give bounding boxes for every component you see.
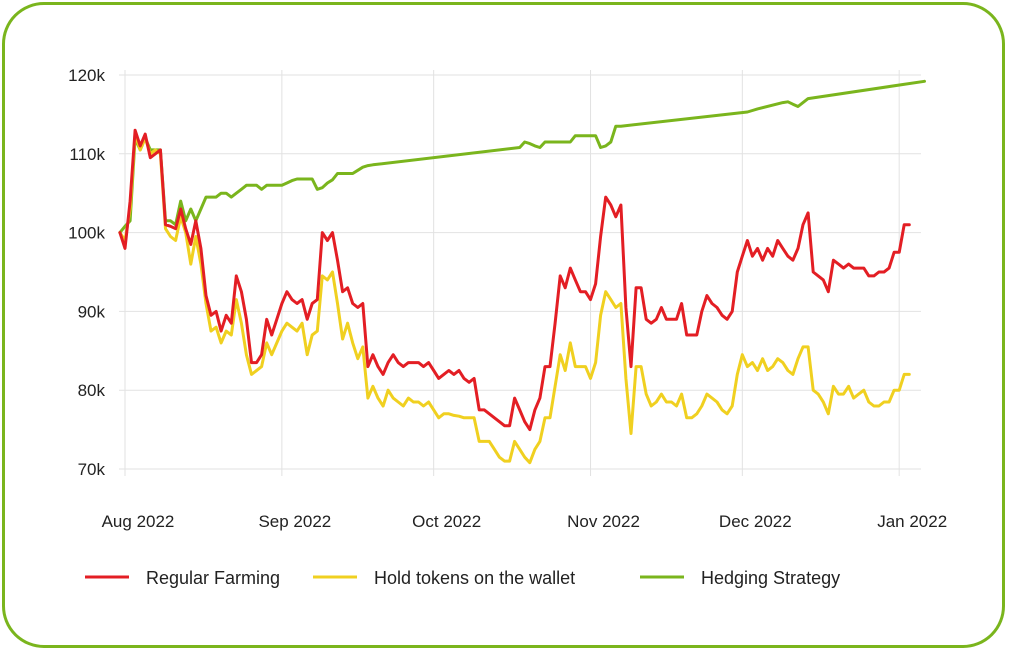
x-tick-label: Aug 2022 (102, 512, 175, 531)
legend: Regular Farming Hold tokens on the wallet… (85, 568, 840, 588)
series-line-0 (118, 128, 911, 432)
y-tick-label: 70k (78, 460, 106, 479)
legend-item: Hedging Strategy (640, 568, 840, 588)
x-axis-tick-labels: Aug 2022 Sep 2022 Oct 2022 Nov 2022 Dec 2022… (102, 512, 948, 531)
x-tick-label: Oct 2022 (412, 512, 481, 531)
legend-item: Regular Farming (85, 568, 280, 588)
y-tick-label: 110k (69, 145, 105, 164)
series-lines (118, 79, 926, 465)
x-tick-label: Sep 2022 (258, 512, 331, 531)
y-tick-label: 80k (78, 381, 106, 400)
gridlines (119, 70, 921, 476)
legend-label: Regular Farming (146, 568, 280, 588)
series-line-1 (118, 132, 911, 465)
legend-item: Hold tokens on the wallet (313, 568, 575, 588)
y-tick-label: 90k (78, 302, 106, 321)
x-tick-label: Nov 2022 (567, 512, 640, 531)
chart-card (2, 2, 1005, 648)
x-tick-label: Jan 2022 (877, 512, 947, 531)
y-tick-label: 100k (68, 224, 105, 243)
legend-label: Hold tokens on the wallet (374, 568, 575, 588)
y-tick-label: 120k (68, 66, 105, 85)
x-tick-label: Dec 2022 (719, 512, 792, 531)
y-axis-tick-labels: 70k 80k 90k 100k 110k 120k (68, 66, 105, 479)
legend-label: Hedging Strategy (701, 568, 840, 588)
series-line-2 (118, 79, 926, 235)
